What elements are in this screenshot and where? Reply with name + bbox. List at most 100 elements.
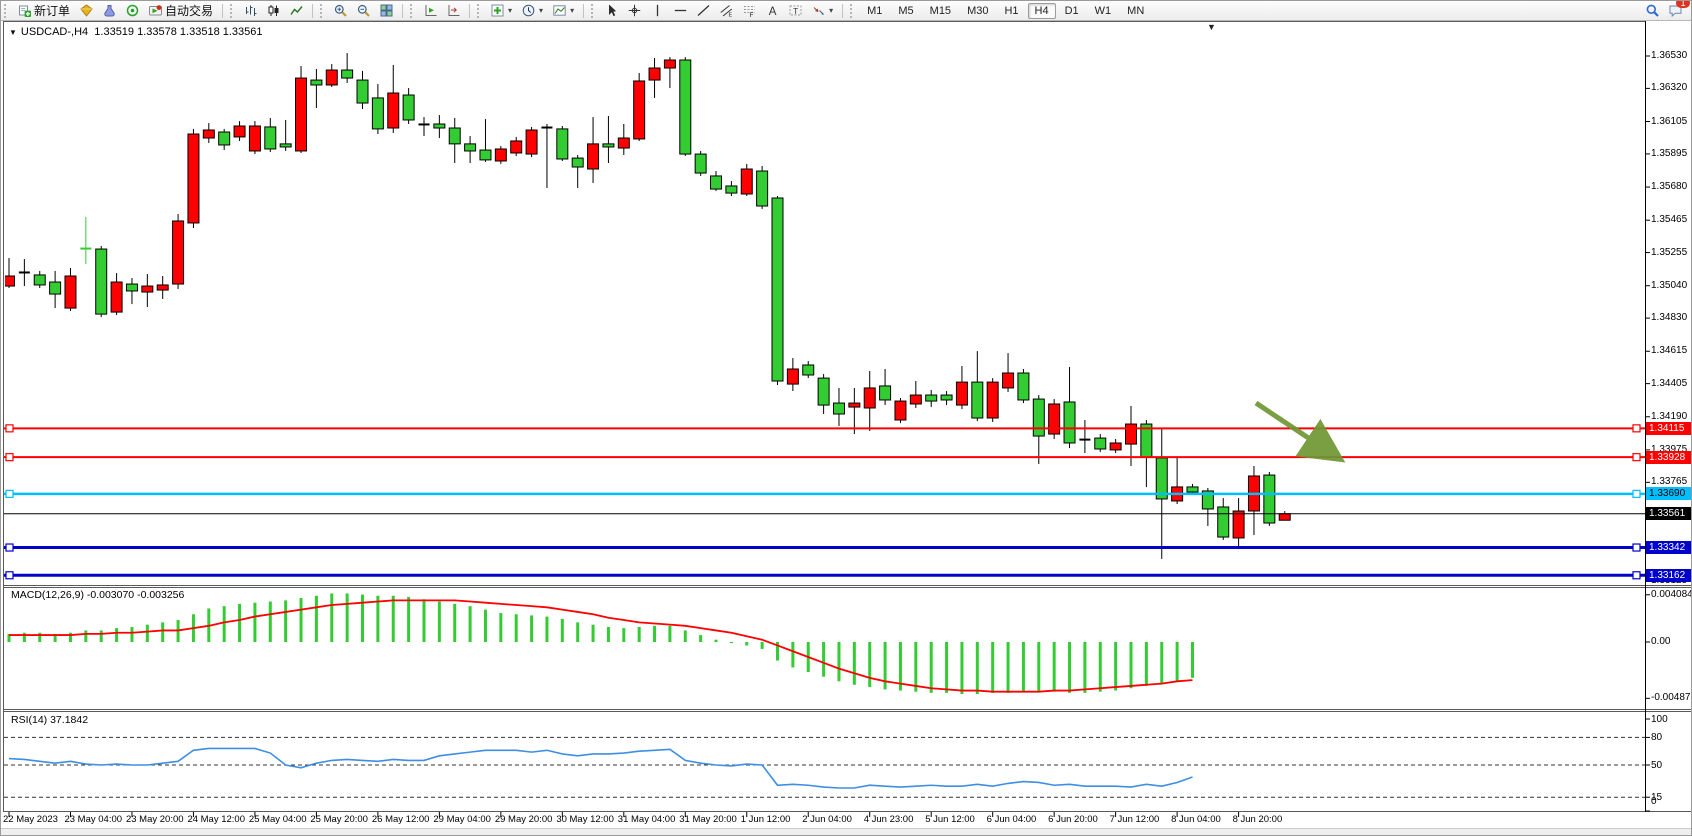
candlestick-chart-button[interactable] <box>263 1 284 20</box>
dropdown-caret-icon[interactable]: ▾ <box>508 6 513 15</box>
template-icon <box>553 5 566 16</box>
time-axis-label: 25 May 20:00 <box>310 814 368 825</box>
equidistant-channel-button[interactable]: E <box>716 1 737 20</box>
chart-shift-button[interactable] <box>443 1 464 20</box>
timeframe-button-M1[interactable]: M1 <box>867 4 883 17</box>
tile-windows-button[interactable] <box>376 1 397 20</box>
timeframe-button-H1[interactable]: H1 <box>1004 4 1019 17</box>
dropdown-caret-icon[interactable]: ▾ <box>570 6 575 15</box>
indicators-button[interactable]: ▾ <box>487 1 516 20</box>
fibonacci-button[interactable]: F <box>739 1 760 20</box>
bull-candle <box>1278 513 1291 521</box>
horizontal-line-1.33690[interactable] <box>4 489 1645 498</box>
bear-candle <box>356 79 369 104</box>
timeframe-button-MN[interactable]: MN <box>1127 4 1145 17</box>
zoom-out-icon <box>357 4 370 17</box>
rsi-axis-tick-label: 100 <box>1651 714 1668 725</box>
time-axis-label: 6 Jun 04:00 <box>986 814 1037 825</box>
bull-candle <box>863 387 876 409</box>
bull-candle <box>295 77 308 152</box>
dropdown-caret-icon[interactable]: ▾ <box>539 6 544 15</box>
time-axis-label: 7 Jun 12:00 <box>1109 814 1160 825</box>
bull-candle <box>894 400 907 421</box>
toolbar-separator <box>222 3 224 18</box>
chart-symbol: USDCAD-,H4 <box>20 26 89 38</box>
price-axis-tick-label: 1.35465 <box>1651 214 1688 226</box>
macd-signal-line <box>9 599 1193 693</box>
time-axis-label: 29 May 04:00 <box>433 814 491 825</box>
vertical-line-button[interactable] <box>647 1 668 20</box>
autotrade-icon <box>149 5 163 16</box>
jug-icon-button[interactable] <box>99 1 120 20</box>
horizontal-line-1.33162[interactable] <box>4 571 1645 580</box>
bull-candle <box>909 394 922 405</box>
time-axis-label: 5 Jun 12:00 <box>925 814 975 825</box>
down-trend-arrow[interactable] <box>1254 400 1346 463</box>
bear-candle <box>771 197 784 382</box>
symbol-dropdown-icon[interactable]: ▼ <box>9 28 17 37</box>
timeframe-button-D1[interactable]: D1 <box>1064 4 1079 17</box>
toolbar-grip[interactable] <box>320 3 326 18</box>
macd-axis-tick-label: 0.004084 <box>1651 588 1692 600</box>
toolbar-grip[interactable] <box>477 3 483 18</box>
dropdown-caret-icon[interactable]: ▾ <box>829 6 834 15</box>
bear-candle <box>817 377 830 406</box>
zoom-in-button[interactable] <box>330 1 351 20</box>
signal-icon-button[interactable] <box>122 1 143 20</box>
line-chart-button[interactable] <box>286 1 307 20</box>
time-axis-label: 29 May 20:00 <box>494 814 553 825</box>
text-button[interactable]: A <box>762 1 783 20</box>
timeframe-button-M5[interactable]: M5 <box>898 4 914 17</box>
horizontal-line-1.33928[interactable] <box>4 453 1645 462</box>
price-line-tag-1.34115: 1.34115 <box>1646 421 1691 435</box>
chart-step-icon <box>448 5 460 16</box>
timeframe-button-H4[interactable]: H4 <box>1027 2 1056 19</box>
bear-candle <box>479 149 492 161</box>
time-axis-label: 2 Jun 04:00 <box>802 814 852 825</box>
horizontal-line-1.33342[interactable] <box>4 543 1645 552</box>
text-a-icon: A <box>769 6 777 17</box>
trendline-button[interactable] <box>693 1 714 20</box>
toolbar: 新订单 自动交易 ▾ ▾ ▾ E F A T ▾ M1 M5 M15 M30 H1 H4 D1 W1 MN 1 <box>1 1 1691 21</box>
bull-candle <box>955 381 968 406</box>
cursor-button[interactable] <box>601 1 622 20</box>
zoom-out-button[interactable] <box>353 1 374 20</box>
horizontal-line-button[interactable] <box>670 1 691 20</box>
toolbar-grip[interactable] <box>591 3 597 18</box>
chart-canvas[interactable] <box>1 21 1692 836</box>
timeframe-button-M15[interactable]: M15 <box>929 4 952 17</box>
time-axis-label: 25 May 04:00 <box>248 814 307 825</box>
time-axis-label: 26 May 12:00 <box>371 814 430 825</box>
price-axis-tick-label: 1.35040 <box>1651 279 1688 291</box>
periods-button[interactable]: ▾ <box>518 1 547 20</box>
toolbar-grip[interactable] <box>230 3 236 18</box>
autotrading-button[interactable]: 自动交易 <box>145 1 217 20</box>
timeframe-button-M30[interactable]: M30 <box>967 4 989 17</box>
search-button[interactable] <box>1642 1 1663 20</box>
macd-indicator-label: MACD(12,26,9) -0.003070 -0.003256 <box>11 589 185 601</box>
toolbar-grip[interactable] <box>4 3 10 18</box>
shapes-button[interactable]: ▾ <box>808 1 837 20</box>
chart-area[interactable]: ▼ USDCAD-,H4 1.33519 1.33578 1.33518 1.33… <box>1 21 1692 836</box>
price-axis-tick-label: 1.36320 <box>1651 82 1688 94</box>
hline-icon <box>674 9 687 12</box>
chart-title: ▼ USDCAD-,H4 1.33519 1.33578 1.33518 1.33… <box>9 26 263 38</box>
bear-candle <box>710 175 723 190</box>
horizontal-line-1.34115[interactable] <box>4 424 1645 433</box>
notifications-button[interactable]: 1 <box>1665 1 1690 20</box>
templates-button[interactable]: ▾ <box>549 1 578 20</box>
auto-scroll-button[interactable] <box>420 1 441 20</box>
bull-candle <box>1232 510 1245 539</box>
timeframe-button-W1[interactable]: W1 <box>1094 4 1112 17</box>
toolbar-grip[interactable] <box>850 3 856 18</box>
chart-shift-marker-icon[interactable]: ▼ <box>1207 22 1216 32</box>
toolbar-grip[interactable] <box>410 3 416 18</box>
cube-icon-button[interactable] <box>76 1 97 20</box>
new-order-button[interactable]: 新订单 <box>14 1 74 20</box>
bull-candle <box>248 125 261 152</box>
chart-ohlc-values: 1.33519 1.33578 1.33518 1.33561 <box>94 26 263 38</box>
crosshair-button[interactable] <box>624 1 645 20</box>
text-label-button[interactable]: T <box>785 1 806 20</box>
bar-chart-button[interactable] <box>240 1 261 20</box>
